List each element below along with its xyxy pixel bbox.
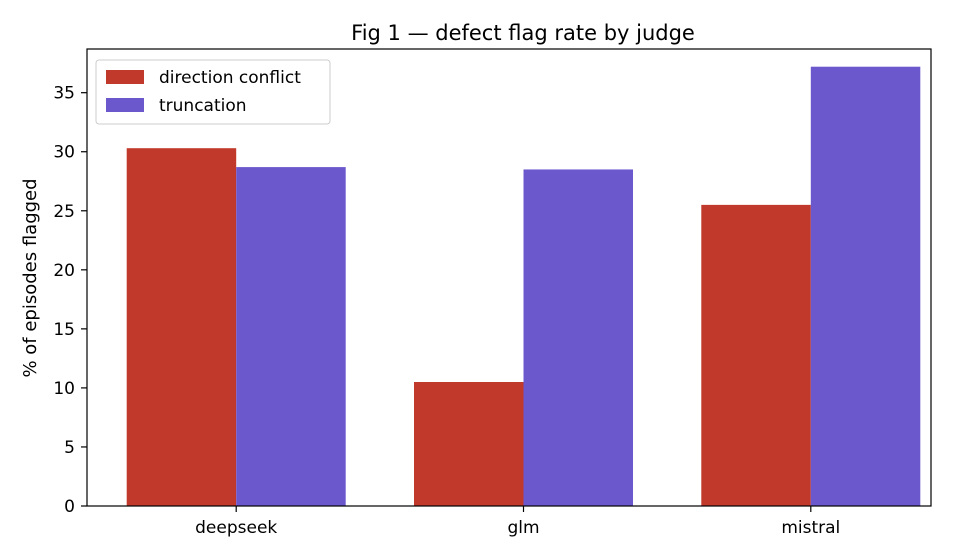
y-tick-label: 10 (53, 379, 75, 399)
plot-frame (86, 48, 932, 507)
y-tick-label: 20 (53, 261, 75, 281)
y-tick-label: 5 (64, 438, 75, 458)
x-tick-label: mistral (781, 518, 840, 538)
y-tick-label: 25 (53, 202, 75, 222)
legend-swatch (106, 70, 144, 84)
x-axis: deepseek glm mistral (195, 506, 840, 538)
bar-direction-conflict-glm (414, 382, 524, 506)
legend-label: direction conflict (159, 68, 301, 88)
y-axis-label: % of episodes flagged (20, 178, 41, 377)
y-tick-label: 35 (53, 84, 75, 104)
plot-area (126, 66, 921, 507)
x-tick-label: deepseek (195, 518, 277, 538)
legend: direction conflict truncation (95, 59, 331, 125)
legend-label: truncation (159, 96, 247, 116)
bar-truncation-deepseek (236, 167, 346, 506)
legend-swatch (106, 98, 144, 112)
y-axis: 0 5 10 15 20 25 30 35 (53, 84, 87, 517)
y-tick-label: 15 (53, 320, 75, 340)
x-tick-label: glm (507, 518, 539, 538)
bar-direction-conflict-deepseek (126, 148, 237, 507)
bar-truncation-mistral (810, 66, 921, 506)
chart-title: Fig 1 — defect flag rate by judge (351, 21, 695, 45)
y-tick-label: 30 (53, 143, 75, 163)
legend-box (95, 59, 331, 125)
bar-truncation-glm (523, 169, 633, 506)
y-tick-label: 0 (64, 497, 75, 517)
bar-direction-conflict-mistral (701, 204, 811, 506)
